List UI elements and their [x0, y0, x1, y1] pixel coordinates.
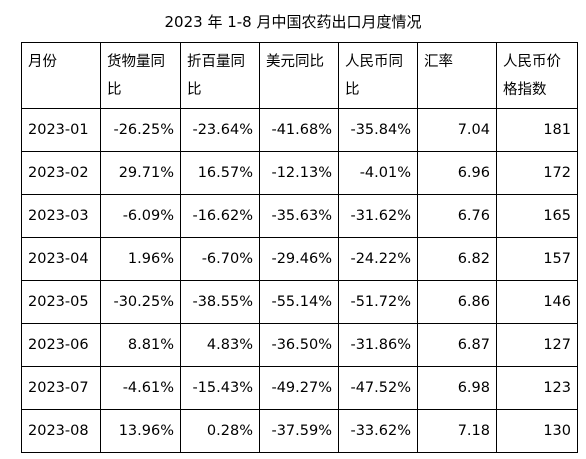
table-row: 2023-08 13.96% 0.28% -37.59% -33.62% 7.1…: [21, 409, 578, 453]
cell-month: 2023-05: [21, 280, 101, 324]
cell-exchange-rate: 6.86: [417, 280, 497, 324]
header-exchange-rate: 汇率: [417, 42, 497, 109]
cell-month: 2023-02: [21, 151, 101, 195]
cell-exchange-rate: 6.98: [417, 366, 497, 410]
table-row: 2023-06 8.81% 4.83% -36.50% -31.86% 6.87…: [21, 323, 578, 367]
cell-month: 2023-01: [21, 108, 101, 152]
cell-rmb-price-index: 181: [496, 108, 578, 152]
cell-pure-volume-yoy: -15.43%: [180, 366, 260, 410]
cell-exchange-rate: 6.82: [417, 237, 497, 281]
cell-volume-yoy: -30.25%: [100, 280, 181, 324]
cell-rmb-yoy: -47.52%: [338, 366, 418, 410]
cell-month: 2023-06: [21, 323, 101, 367]
table-row: 2023-02 29.71% 16.57% -12.13% -4.01% 6.9…: [21, 151, 578, 195]
cell-pure-volume-yoy: -23.64%: [180, 108, 260, 152]
header-usd-yoy: 美元同比: [259, 42, 339, 109]
table-row: 2023-04 1.96% -6.70% -29.46% -24.22% 6.8…: [21, 237, 578, 281]
cell-volume-yoy: 8.81%: [100, 323, 181, 367]
cell-exchange-rate: 7.04: [417, 108, 497, 152]
cell-exchange-rate: 7.18: [417, 409, 497, 453]
cell-pure-volume-yoy: -6.70%: [180, 237, 260, 281]
cell-month: 2023-04: [21, 237, 101, 281]
table-row: 2023-03 -6.09% -16.62% -35.63% -31.62% 6…: [21, 194, 578, 238]
cell-usd-yoy: -29.46%: [259, 237, 339, 281]
cell-usd-yoy: -36.50%: [259, 323, 339, 367]
header-rmb-price-index: 人民币价格指数: [496, 42, 578, 109]
cell-rmb-yoy: -31.86%: [338, 323, 418, 367]
cell-rmb-price-index: 123: [496, 366, 578, 410]
cell-pure-volume-yoy: 16.57%: [180, 151, 260, 195]
header-month: 月份: [21, 42, 101, 109]
cell-rmb-price-index: 157: [496, 237, 578, 281]
header-volume-yoy: 货物量同比: [100, 42, 181, 109]
cell-month: 2023-07: [21, 366, 101, 410]
cell-usd-yoy: -49.27%: [259, 366, 339, 410]
cell-usd-yoy: -12.13%: [259, 151, 339, 195]
cell-exchange-rate: 6.76: [417, 194, 497, 238]
cell-rmb-price-index: 127: [496, 323, 578, 367]
cell-rmb-yoy: -31.62%: [338, 194, 418, 238]
cell-rmb-yoy: -35.84%: [338, 108, 418, 152]
cell-volume-yoy: -26.25%: [100, 108, 181, 152]
table-row: 2023-01 -26.25% -23.64% -41.68% -35.84% …: [21, 108, 578, 152]
header-row: 月份 货物量同比 折百量同比 美元同比 人民币同比 汇率 人民币价格指数: [21, 42, 578, 109]
cell-exchange-rate: 6.87: [417, 323, 497, 367]
cell-rmb-yoy: -24.22%: [338, 237, 418, 281]
cell-pure-volume-yoy: -38.55%: [180, 280, 260, 324]
cell-volume-yoy: -6.09%: [100, 194, 181, 238]
cell-volume-yoy: 29.71%: [100, 151, 181, 195]
cell-rmb-yoy: -33.62%: [338, 409, 418, 453]
cell-rmb-price-index: 172: [496, 151, 578, 195]
cell-usd-yoy: -41.68%: [259, 108, 339, 152]
table-row: 2023-05 -30.25% -38.55% -55.14% -51.72% …: [21, 280, 578, 324]
cell-pure-volume-yoy: 4.83%: [180, 323, 260, 367]
cell-volume-yoy: 13.96%: [100, 409, 181, 453]
table-title: 2023 年 1-8 月中国农药出口月度情况: [164, 13, 422, 31]
table-row: 2023-07 -4.61% -15.43% -49.27% -47.52% 6…: [21, 366, 578, 410]
cell-usd-yoy: -37.59%: [259, 409, 339, 453]
cell-rmb-price-index: 130: [496, 409, 578, 453]
cell-usd-yoy: -55.14%: [259, 280, 339, 324]
header-pure-volume-yoy: 折百量同比: [180, 42, 260, 109]
cell-exchange-rate: 6.96: [417, 151, 497, 195]
cell-pure-volume-yoy: 0.28%: [180, 409, 260, 453]
cell-volume-yoy: 1.96%: [100, 237, 181, 281]
cell-rmb-yoy: -51.72%: [338, 280, 418, 324]
cell-rmb-price-index: 165: [496, 194, 578, 238]
export-table: 月份 货物量同比 折百量同比 美元同比 人民币同比 汇率 人民币价格指数 202…: [21, 42, 578, 453]
header-rmb-yoy: 人民币同比: [338, 42, 418, 109]
cell-rmb-price-index: 146: [496, 280, 578, 324]
cell-volume-yoy: -4.61%: [100, 366, 181, 410]
cell-usd-yoy: -35.63%: [259, 194, 339, 238]
cell-month: 2023-03: [21, 194, 101, 238]
cell-rmb-yoy: -4.01%: [338, 151, 418, 195]
cell-month: 2023-08: [21, 409, 101, 453]
cell-pure-volume-yoy: -16.62%: [180, 194, 260, 238]
